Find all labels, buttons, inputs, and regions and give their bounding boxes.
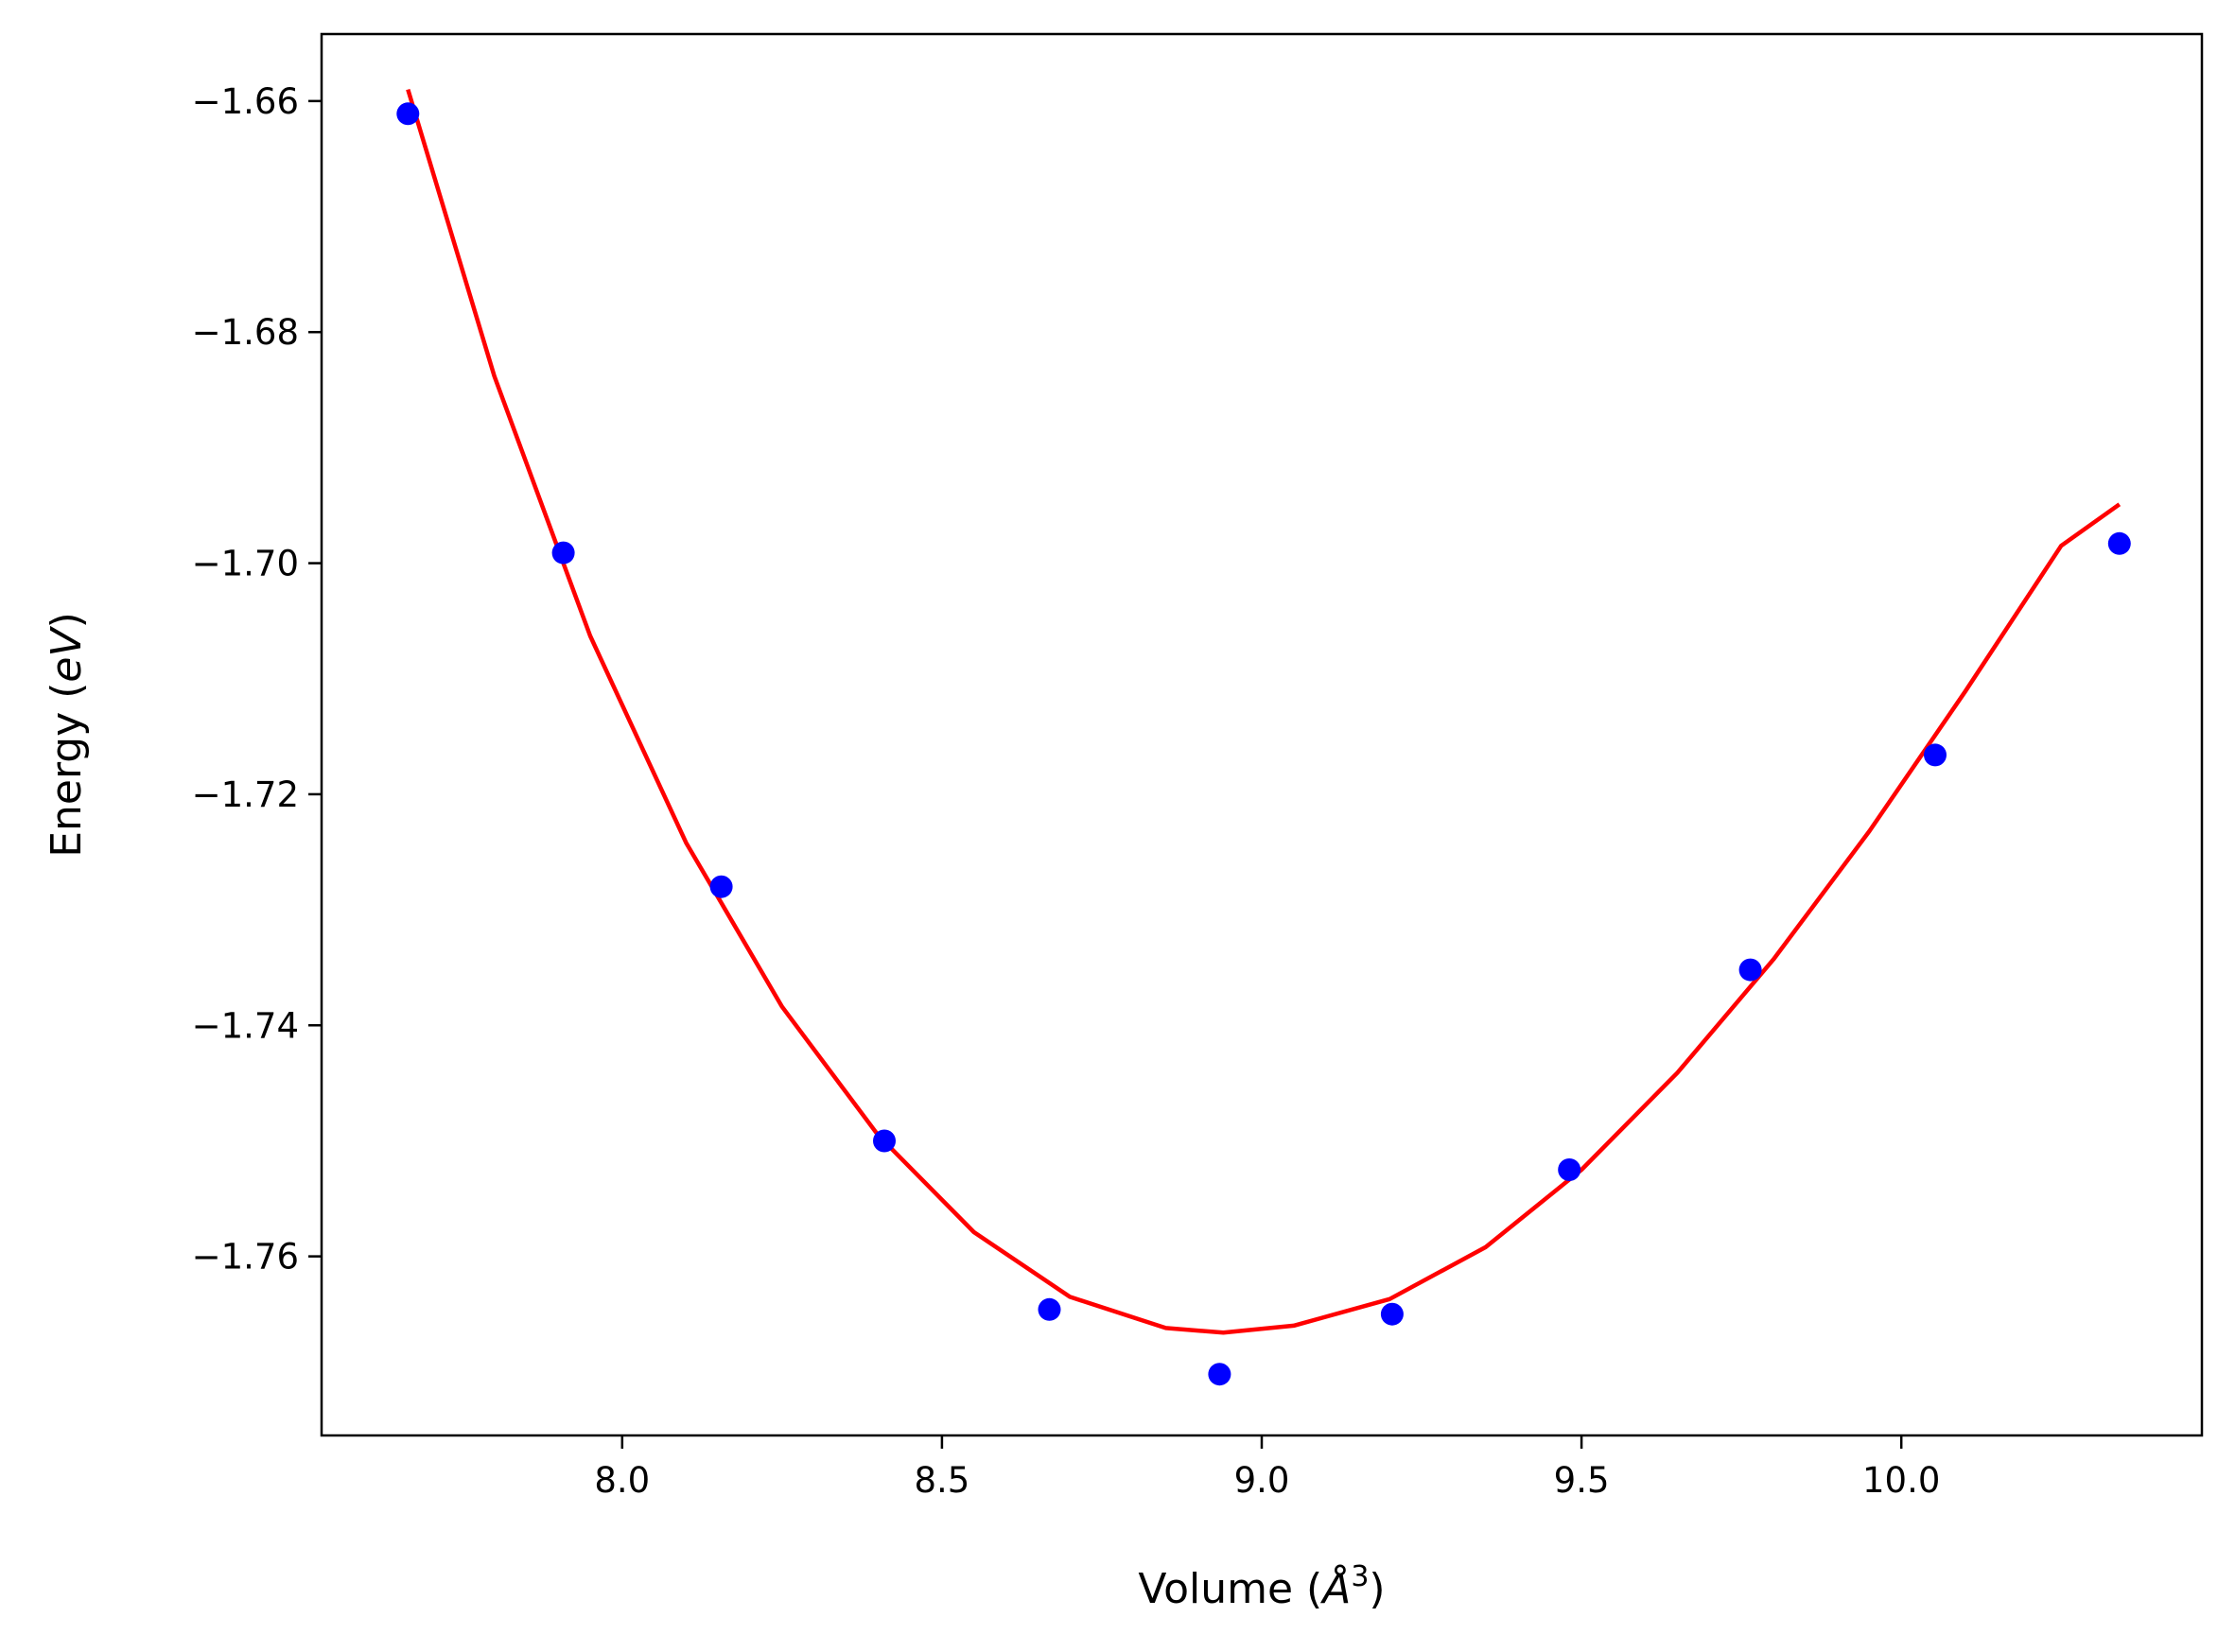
x-tick-label: 10.0 — [1862, 1460, 1940, 1501]
data-point — [396, 102, 420, 126]
axis-ticks: 8.0 8.5 9.0 9.5 10.0 −1.66 −1.68 −1.70 −1.72 −1.7… — [192, 81, 1941, 1501]
y-axis-label-italic: eV — [43, 626, 91, 683]
x-tick-label: 8.5 — [914, 1460, 969, 1501]
data-point — [1208, 1363, 1231, 1386]
x-axis-label: Volume (Å3) — [1138, 1560, 1385, 1613]
x-axis-label-prefix: Volume ( — [1138, 1565, 1322, 1613]
y-axis-label-prefix: Energy ( — [43, 683, 91, 858]
y-tick-label: −1.74 — [192, 1005, 299, 1046]
data-point — [1558, 1158, 1581, 1181]
axes-frame — [320, 32, 2204, 1437]
x-axis-label-superscript: 3 — [1351, 1560, 1369, 1593]
plot-area — [396, 88, 2131, 1386]
x-tick-label: 8.0 — [594, 1460, 650, 1501]
y-tick-label: −1.76 — [192, 1237, 299, 1278]
x-axis-label-suffix: ) — [1369, 1565, 1385, 1613]
y-axis-label: Energy (eV) — [43, 612, 91, 858]
data-point — [1380, 1302, 1404, 1326]
data-point — [1738, 958, 1762, 982]
y-axis-label-suffix: ) — [43, 612, 91, 628]
x-tick-label: 9.5 — [1554, 1460, 1610, 1501]
data-point — [873, 1129, 896, 1153]
x-tick-label: 9.0 — [1234, 1460, 1290, 1501]
y-tick-label: −1.66 — [192, 81, 299, 122]
data-point — [1924, 743, 1947, 767]
data-point — [709, 875, 733, 898]
x-axis-label-symbol: Å — [1319, 1563, 1351, 1613]
data-point — [2107, 531, 2131, 555]
fit-curve — [406, 88, 2122, 1335]
data-point — [1038, 1297, 1061, 1321]
data-point — [551, 541, 575, 565]
y-tick-label: −1.70 — [192, 544, 299, 584]
y-tick-label: −1.68 — [192, 312, 299, 353]
y-tick-label: −1.72 — [192, 774, 299, 815]
